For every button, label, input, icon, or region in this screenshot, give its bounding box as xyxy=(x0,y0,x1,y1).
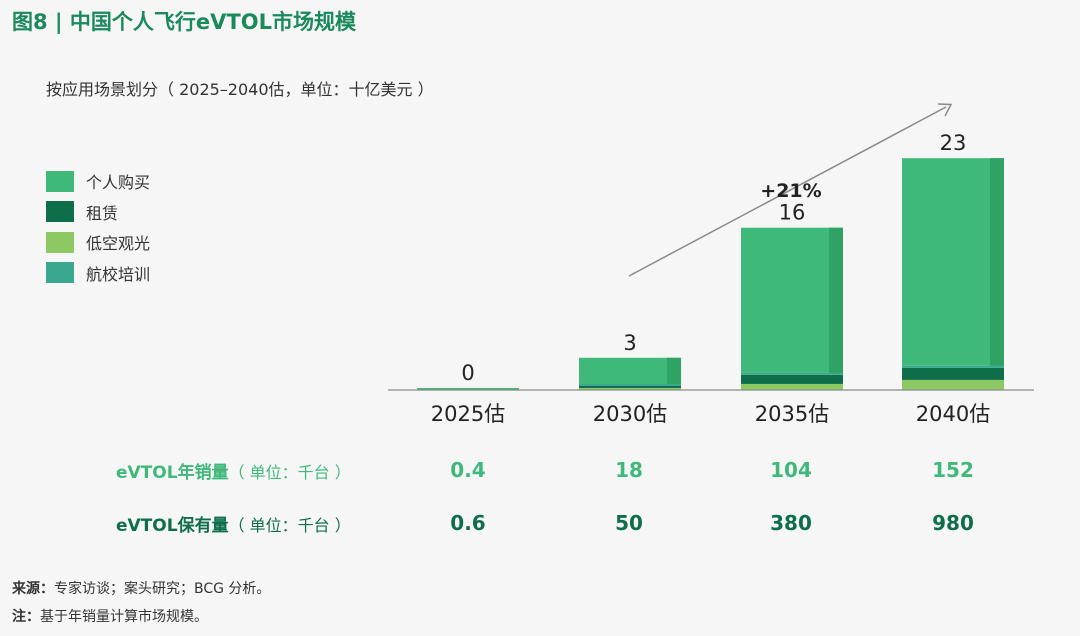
source-text: 专家访谈；案头研究；BCG 分析。 xyxy=(54,581,271,597)
fleet-value: 0.6 xyxy=(450,511,486,535)
bar-segment-training xyxy=(579,383,681,386)
fleet-value: 50 xyxy=(615,511,643,535)
legend-item-personal: 个人购买 xyxy=(46,166,150,197)
sales-value: 18 xyxy=(615,458,643,482)
bar-segment-personal xyxy=(417,388,519,390)
sales-label: eVTOL年销量 xyxy=(116,463,229,483)
fleet-value: 380 xyxy=(770,511,812,535)
growth-arrow-head xyxy=(937,103,953,117)
x-tick-label: 2040估 xyxy=(916,402,990,426)
bar-segment-rental xyxy=(902,367,1004,380)
fleet-label: eVTOL保有量 xyxy=(116,516,229,536)
bar-segment-rental xyxy=(741,374,843,384)
x-tick-label: 2025估 xyxy=(431,402,505,426)
fleet-unit: （ 单位：千台 ） xyxy=(228,516,351,535)
legend-label-rental: 租赁 xyxy=(86,203,119,223)
chart-legend: 个人购买 租赁 低空观光 航校培训 xyxy=(46,166,150,288)
bar-segment-shade xyxy=(667,357,681,384)
legend-label-training: 航校培训 xyxy=(86,264,151,284)
chart-title: 图8 | 中国个人飞行eVTOL市场规模 xyxy=(12,10,356,34)
growth-arrow-line xyxy=(628,106,947,277)
bar-segment-training xyxy=(902,365,1004,368)
note-text: 基于年销量计算市场规模。 xyxy=(40,609,208,625)
legend-swatch-personal xyxy=(46,170,74,192)
sales-row-label: eVTOL年销量（ 单位：千台 ） xyxy=(116,458,351,483)
source-label: 来源： xyxy=(12,581,54,597)
sales-value: 104 xyxy=(770,458,812,482)
bar-segment-personal xyxy=(902,158,1004,366)
bar-segment-personal xyxy=(579,357,681,384)
sales-value: 0.4 xyxy=(450,458,486,482)
legend-label-sightseeing: 低空观光 xyxy=(86,234,151,254)
bar-segment-training xyxy=(741,372,843,375)
source-note: 来源：专家访谈；案头研究；BCG 分析。 xyxy=(12,578,270,598)
fleet-row-label: eVTOL保有量（ 单位：千台 ） xyxy=(116,511,351,536)
fleet-value: 980 xyxy=(932,511,974,535)
legend-item-training: 航校培训 xyxy=(46,258,150,289)
bar-total-label: 3 xyxy=(623,331,636,355)
x-tick-label: 2035估 xyxy=(755,402,829,426)
bar-segment-sightseeing xyxy=(902,379,1004,390)
bar-segment-shade xyxy=(990,158,1004,366)
legend-item-sightseeing: 低空观光 xyxy=(46,227,150,258)
bar-total-label: 0 xyxy=(461,361,474,385)
bar-segment-personal xyxy=(741,227,843,373)
footnote: 注：基于年销量计算市场规模。 xyxy=(12,606,208,626)
legend-swatch-training xyxy=(46,262,74,284)
legend-item-rental: 租赁 xyxy=(46,197,150,228)
legend-swatch-rental xyxy=(46,201,74,223)
x-tick-label: 2030估 xyxy=(593,402,667,426)
bar-segment-rental xyxy=(579,385,681,388)
bar-segment-sightseeing xyxy=(579,387,681,390)
note-label: 注： xyxy=(12,609,40,625)
legend-label-personal: 个人购买 xyxy=(86,173,151,193)
bar-total-label: 23 xyxy=(940,131,967,155)
legend-swatch-sightseeing xyxy=(46,231,74,253)
sales-unit: （ 单位：千台 ） xyxy=(228,463,351,482)
sales-value: 152 xyxy=(932,458,974,482)
bar-segment-shade xyxy=(829,227,843,373)
bar-segment-sightseeing xyxy=(741,383,843,390)
bar-total-label: 16 xyxy=(779,201,806,225)
growth-annotation: +21% xyxy=(760,180,821,202)
chart-subtitle: 按应用场景划分（ 2025–2040估，单位：十亿美元 ） xyxy=(46,80,434,99)
